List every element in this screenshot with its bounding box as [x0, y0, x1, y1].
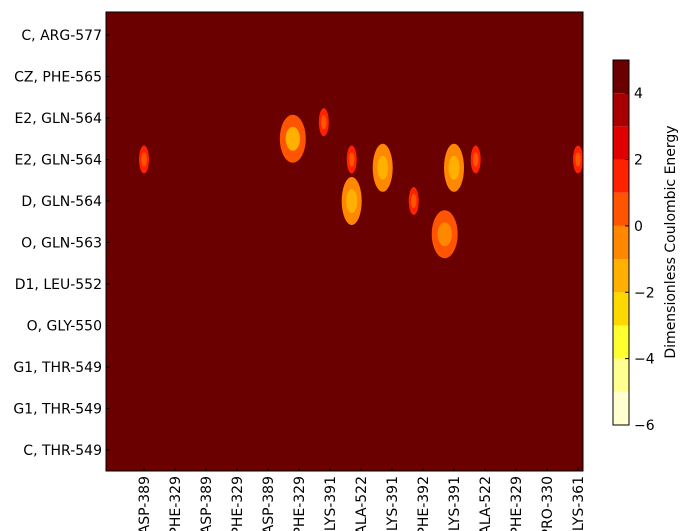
- x-tick-label: PHE-329: [168, 476, 184, 531]
- y-tick-label: G1, THR-549: [13, 402, 102, 418]
- y-tick-label: G1, THR-549: [13, 360, 102, 376]
- x-axis-ticks: ASP-389 PHE-329 ASP-389 PHE-329 ASP-389 PHE-3…: [137, 467, 587, 531]
- heatmap-blob-core-10: [437, 222, 452, 247]
- colorbar-tick-label: −4: [634, 352, 655, 368]
- colorbar-segment: [613, 325, 629, 359]
- x-tick-label: ASP-389: [137, 476, 153, 531]
- colorbar-segment: [613, 126, 629, 160]
- x-tick-label: PRO-330: [540, 476, 556, 531]
- y-tick-label: C, ARG-577: [21, 28, 102, 44]
- x-tick-label: ALA-522: [354, 476, 370, 531]
- colorbar-tick-label: 0: [634, 219, 643, 235]
- x-tick-label: PHE-329: [230, 476, 246, 531]
- y-tick-label: E2, GLN-564: [14, 111, 102, 127]
- x-tick-label: LYS-391: [447, 476, 463, 531]
- x-tick-label: LYS-361: [571, 476, 587, 531]
- heatmap-blob-core-3: [348, 152, 355, 167]
- y-tick-label: E2, GLN-564: [14, 153, 102, 169]
- colorbar-segment: [613, 60, 629, 94]
- heatmap-blob-core-0: [285, 126, 300, 151]
- colorbar-frame: [612, 59, 630, 426]
- colorbar: 4 2 0 −2 −4 −6: [612, 59, 655, 434]
- x-tick-label: PHE-392: [416, 476, 432, 531]
- heatmap-background: [106, 12, 583, 471]
- y-tick-label: D1, LEU-552: [15, 277, 102, 293]
- colorbar-tick-label: 2: [634, 153, 643, 169]
- x-tick-label: PHE-329: [292, 476, 308, 531]
- heatmap-blob-core-5: [448, 155, 460, 180]
- y-tick-label: CZ, PHE-565: [14, 70, 102, 86]
- heatmap-blob-core-8: [346, 189, 358, 213]
- heatmap-blob-core-7: [575, 152, 581, 167]
- plot-area: [105, 11, 584, 472]
- heatmap-blob-core-6: [472, 152, 479, 167]
- heatmap-blob-core-9: [410, 194, 417, 208]
- y-axis-ticks: C, ARG-577 CZ, PHE-565 E2, GLN-564 E2, GLN-…: [13, 28, 110, 459]
- x-tick-label: LYS-391: [323, 476, 339, 531]
- heatmap-blob-core-4: [377, 155, 389, 180]
- colorbar-segment: [613, 292, 629, 326]
- colorbar-segment: [613, 159, 629, 193]
- colorbar-segment: [613, 391, 629, 425]
- heatmap-blob-core-1: [321, 115, 327, 130]
- x-tick-label: ASP-389: [199, 476, 215, 531]
- colorbar-segment: [613, 192, 629, 226]
- colorbar-tick-label: −6: [634, 418, 655, 434]
- colorbar-segment: [613, 259, 629, 293]
- colorbar-segment: [613, 358, 629, 392]
- colorbar-tick-label: 4: [634, 86, 643, 102]
- y-tick-label: C, THR-549: [23, 443, 102, 459]
- x-tick-label: ALA-522: [478, 476, 494, 531]
- colorbar-segment: [613, 225, 629, 260]
- y-tick-label: O, GLY-550: [27, 319, 102, 335]
- colorbar-tick-label: −2: [634, 285, 655, 301]
- plot-frame: [105, 11, 584, 472]
- y-tick-label: O, GLN-563: [21, 236, 102, 252]
- x-tick-label: PHE-329: [509, 476, 525, 531]
- colorbar-segment: [613, 93, 629, 127]
- x-tick-label: ASP-389: [261, 476, 277, 531]
- x-tick-label: LYS-391: [385, 476, 401, 531]
- colorbar-label: Dimensionless Coulombic Energy: [663, 125, 679, 358]
- heatmap-blob-core-2: [141, 152, 147, 167]
- y-tick-label: D, GLN-564: [21, 194, 102, 210]
